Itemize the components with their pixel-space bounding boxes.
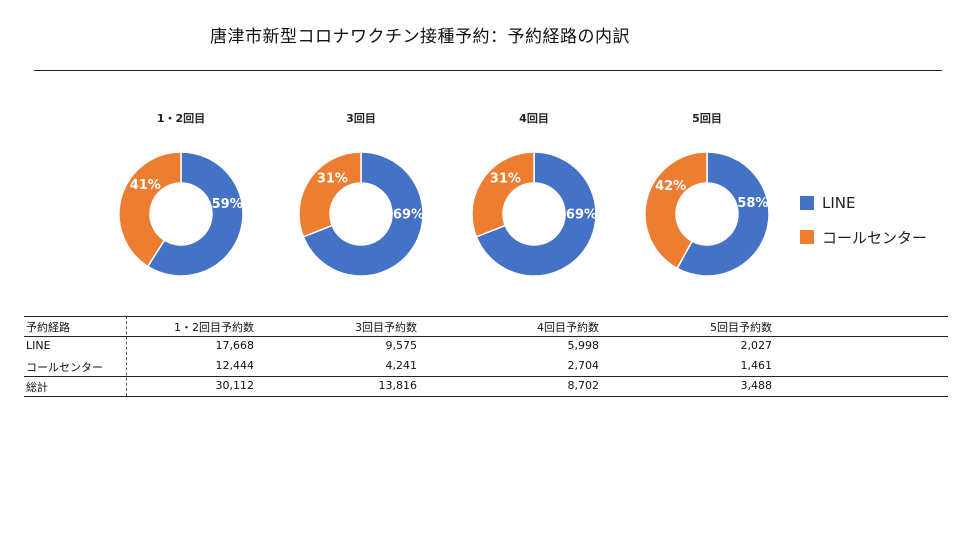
table-cell-route: コールセンター <box>26 361 103 374</box>
table-cell-value: 2,704 <box>567 359 600 372</box>
donut-slice-call <box>644 151 708 270</box>
table-row: LINE 17,668 9,575 5,998 2,027 <box>24 336 948 356</box>
donut-slice-call <box>471 151 535 238</box>
table-cell-value: 30,112 <box>215 379 255 392</box>
donut-label-call: 42% <box>655 179 686 194</box>
reservation-table: 予約経路 1・2回目予約数 3回目予約数 4回目予約数 5回目予約数 LINE … <box>24 316 948 397</box>
table-header-row: 予約経路 1・2回目予約数 3回目予約数 4回目予約数 5回目予約数 <box>24 316 948 336</box>
table-row: コールセンター 12,444 4,241 2,704 1,461 <box>24 356 948 376</box>
table-cell-route: 総計 <box>26 381 48 394</box>
donut-charts: 1・2回目 59% 41% 3回目 69% 31% 4回目 69% 31% 5回目 58% 42% <box>118 111 770 277</box>
donut-label-line: 59% <box>212 197 243 212</box>
legend-item-call: コールセンター <box>800 220 927 254</box>
donut-label-line: 58% <box>737 196 768 211</box>
table-row-total: 総計 30,112 13,816 8,702 3,488 <box>24 376 948 396</box>
donut-label-call: 31% <box>490 171 521 186</box>
table-header-dose3: 3回目予約数 <box>355 321 417 334</box>
donut-title: 5回目 <box>692 111 722 125</box>
donut-slice-line <box>475 151 597 277</box>
table-cell-value: 5,998 <box>567 339 600 352</box>
table-bottom-rule <box>24 396 948 397</box>
donut-title: 1・2回目 <box>157 111 205 125</box>
donut-label-call: 31% <box>317 171 348 186</box>
legend-swatch-line <box>800 196 814 210</box>
donut-slice-line <box>146 151 244 277</box>
donut-label-call: 41% <box>130 178 161 193</box>
table-cell-value: 12,444 <box>215 359 255 372</box>
legend-swatch-call <box>800 230 814 244</box>
table-top-rule <box>24 316 948 317</box>
donut-title: 3回目 <box>346 111 376 125</box>
table-header-rule <box>24 336 948 337</box>
table-cell-value: 17,668 <box>215 339 255 352</box>
table-header-dose12: 1・2回目予約数 <box>174 321 254 334</box>
table-column-divider <box>126 316 127 396</box>
donut-label-line: 69% <box>393 208 424 223</box>
table-header-dose4: 4回目予約数 <box>537 321 599 334</box>
donut-slice-line <box>302 151 424 277</box>
table-cell-route: LINE <box>26 339 51 352</box>
table-total-rule <box>24 376 948 377</box>
table-header-route: 予約経路 <box>26 321 70 334</box>
donut-slice-call <box>118 151 182 268</box>
donut-slice-call <box>298 151 362 238</box>
donut-slice-line <box>676 151 770 277</box>
donut-label-line: 69% <box>566 208 597 223</box>
table-cell-value: 9,575 <box>385 339 418 352</box>
legend-label-call: コールセンター <box>822 228 928 247</box>
table-header-dose5: 5回目予約数 <box>710 321 772 334</box>
table-cell-value: 13,816 <box>378 379 418 392</box>
legend: LINE コールセンター <box>800 186 927 254</box>
legend-label-line: LINE <box>822 194 856 212</box>
table-cell-value: 8,702 <box>567 379 600 392</box>
page-title: 唐津市新型コロナワクチン接種予約：予約経路の内訳 <box>210 27 630 47</box>
table-cell-value: 1,461 <box>740 359 773 372</box>
table-cell-value: 2,027 <box>740 339 773 352</box>
table-cell-value: 4,241 <box>385 359 418 372</box>
donut-title: 4回目 <box>519 111 549 125</box>
legend-item-line: LINE <box>800 186 927 220</box>
title-divider <box>34 70 942 71</box>
table-cell-value: 3,488 <box>740 379 773 392</box>
